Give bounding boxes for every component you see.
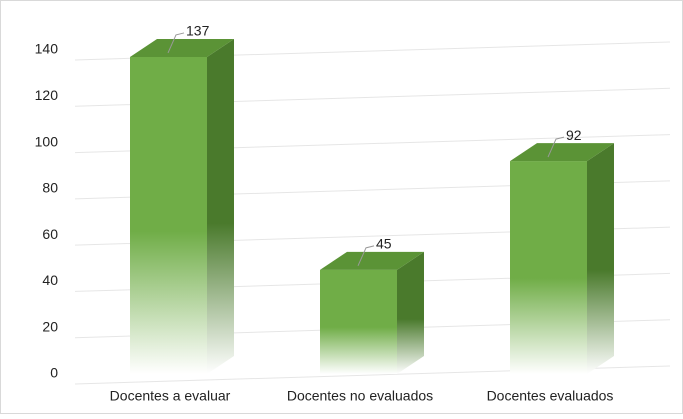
y-tick-label: 140 <box>35 41 59 57</box>
bar-side <box>207 38 234 374</box>
y-tick-label: 20 <box>42 318 58 334</box>
y-tick-label: 0 <box>50 365 58 381</box>
bar <box>510 161 587 374</box>
bar-side <box>397 251 424 374</box>
x-tick-label: Docentes evaluados <box>487 388 614 404</box>
leader-line <box>357 245 375 267</box>
bar-top <box>320 251 424 270</box>
bar <box>130 56 207 374</box>
x-tick-label: Docentes no evaluados <box>287 388 433 404</box>
data-label: 45 <box>376 236 392 252</box>
data-label: 92 <box>566 127 582 143</box>
data-label: 137 <box>186 23 210 39</box>
y-tick-label: 100 <box>35 133 59 149</box>
y-tick-label: 80 <box>42 180 58 196</box>
bar-side <box>587 143 614 374</box>
y-tick-label: 40 <box>42 272 58 288</box>
leader-line <box>547 136 565 158</box>
leader-line <box>167 32 185 54</box>
y-tick-label: 120 <box>35 87 59 103</box>
bar-top <box>510 143 614 162</box>
bar-top <box>130 38 234 57</box>
bar <box>320 269 397 374</box>
x-tick-label: Docentes a evaluar <box>110 388 231 404</box>
y-tick-label: 60 <box>42 226 58 242</box>
